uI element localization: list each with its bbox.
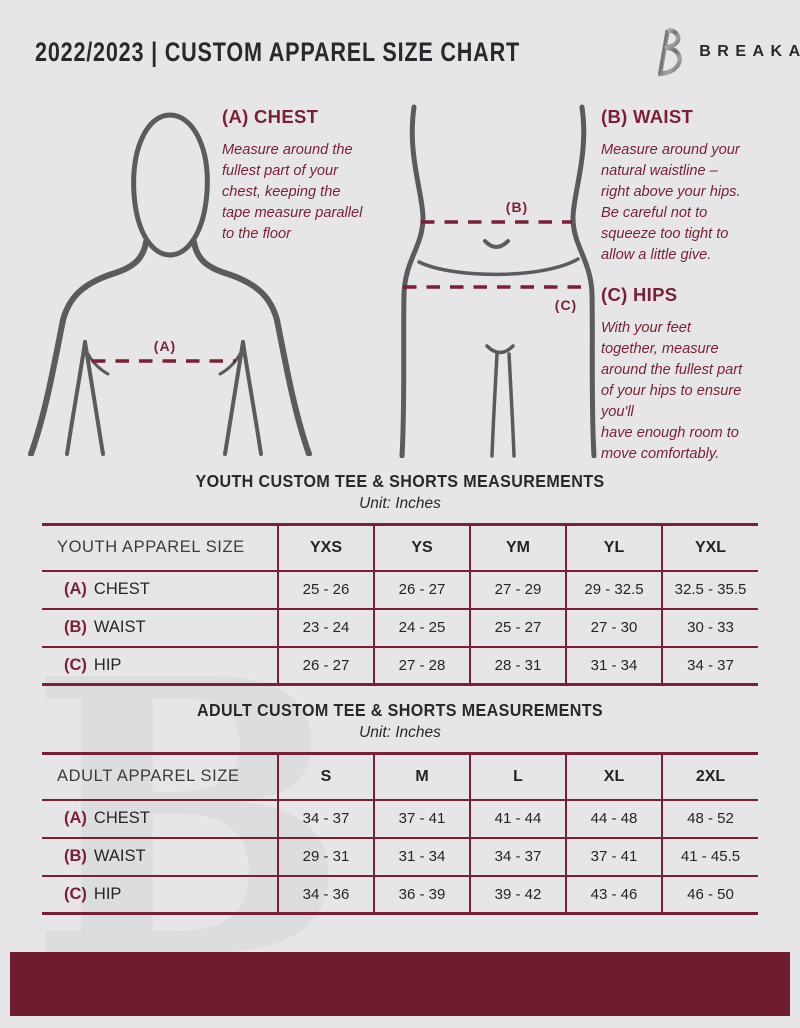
waist-guide-heading: (B) WAIST	[601, 106, 694, 127]
cell: 48 - 52	[661, 798, 758, 838]
column-header: YL	[565, 524, 662, 571]
adult-table-title: ADULT CUSTOM TEE & SHORTS MEASUREMENTS	[196, 700, 604, 720]
row-label: HIP	[93, 655, 122, 674]
row-header: (C) HIP	[42, 645, 278, 685]
youth-table-title: YOUTH CUSTOM TEE & SHORTS MEASUREMENTS	[195, 471, 605, 491]
column-header: 2XL	[661, 753, 758, 800]
row-header: (A) CHEST	[42, 569, 278, 609]
chest-guide-heading: (A) CHEST	[222, 106, 319, 127]
column-header: ADULT APPAREL SIZE	[57, 767, 240, 786]
cell: 34 - 37	[469, 836, 566, 876]
row-header: (B) WAIST	[42, 836, 278, 876]
cell: 25 - 26	[277, 569, 374, 609]
column-header: YM	[469, 524, 566, 571]
cell: 36 - 39	[373, 874, 470, 914]
row-label: WAIST	[93, 847, 146, 865]
column-header: YOUTH APPAREL SIZE	[57, 538, 245, 557]
adult-header-row: ADULT APPAREL SIZE S M L XL 2XL	[42, 753, 758, 800]
cell: 27 - 28	[373, 645, 470, 685]
cell: 25 - 27	[469, 607, 566, 647]
cell: 34 - 37	[661, 645, 758, 685]
lower-body-diagram: (B) (C)	[399, 104, 597, 458]
cell: 37 - 41	[373, 798, 470, 838]
footer-bar	[10, 952, 790, 1016]
column-header: XL	[565, 753, 662, 800]
youth-table-unit: Unit: Inches	[359, 495, 441, 512]
table-row: (A) CHEST 25 - 26 26 - 27 27 - 29 29 - 32…	[42, 569, 758, 609]
adult-section: ADULT CUSTOM TEE & SHORTS MEASUREMENTS U…	[42, 700, 758, 915]
youth-header-row: YOUTH APPAREL SIZE YXS YS YM YL YXL	[42, 524, 758, 571]
brand-lockup: BREAKAWAY	[641, 26, 800, 78]
waist-marker-label: (B)	[506, 199, 528, 215]
cell: 44 - 48	[565, 798, 662, 838]
hips-guide: (C) HIPS With your feet together, measur…	[601, 284, 799, 465]
breakaway-b-logo-icon	[644, 27, 682, 77]
cell: 41 - 44	[469, 798, 566, 838]
row-header: (A) CHEST	[42, 798, 278, 838]
page-header: 2022/2023 | CUSTOM APPAREL SIZE CHART	[35, 26, 800, 78]
column-header: YS	[373, 524, 470, 571]
table-row: (B) WAIST 23 - 24 24 - 25 25 - 27 27 - 30…	[42, 607, 758, 647]
cell: 28 - 31	[469, 645, 566, 685]
cell: 24 - 25	[373, 607, 470, 647]
cell: 34 - 36	[277, 874, 374, 914]
cell: 26 - 27	[277, 645, 374, 685]
cell: 23 - 24	[277, 607, 374, 647]
waist-guide-text: Measure around your natural waistline – …	[601, 142, 741, 263]
table-row: (A) CHEST 34 - 37 37 - 41 41 - 44 44 - 48…	[42, 798, 758, 838]
table-row: (B) WAIST 29 - 31 31 - 34 34 - 37 37 - 41…	[42, 836, 758, 876]
table-row: (C) HIP 34 - 36 36 - 39 39 - 42 43 - 46 4…	[42, 874, 758, 914]
table-row: (C) HIP 26 - 27 27 - 28 28 - 31 31 - 34 3…	[42, 645, 758, 685]
row-header: (C) HIP	[42, 874, 278, 914]
row-header: (B) WAIST	[42, 607, 278, 647]
cell: 29 - 32.5	[565, 569, 662, 609]
upper-body-diagram: (A)	[28, 112, 312, 456]
waist-guide: (B) WAIST Measure around your natural wa…	[601, 106, 793, 266]
cell: 41 - 45.5	[661, 836, 758, 876]
row-key: (A)	[64, 580, 87, 598]
youth-size-table: YOUTH APPAREL SIZE YXS YS YM YL YXL (A) C…	[42, 523, 758, 686]
cell: 43 - 46	[565, 874, 662, 914]
row-label: CHEST	[93, 580, 150, 598]
row-key: (C)	[64, 884, 87, 903]
column-header: L	[469, 753, 566, 800]
chest-marker-label: (A)	[154, 338, 176, 354]
chest-guide-text: Measure around the fullest part of your …	[222, 142, 363, 242]
row-key: (A)	[64, 809, 87, 827]
cell: 27 - 30	[565, 607, 662, 647]
cell: 31 - 34	[373, 836, 470, 876]
cell: 46 - 50	[661, 874, 758, 914]
hips-guide-heading: (C) HIPS	[601, 284, 678, 305]
row-key: (B)	[64, 618, 87, 636]
cell: 34 - 37	[277, 798, 374, 838]
row-label: WAIST	[93, 618, 146, 636]
column-header: S	[277, 753, 374, 800]
adult-size-table: ADULT APPAREL SIZE S M L XL 2XL (A) CHEST…	[42, 752, 758, 915]
row-key: (B)	[64, 847, 87, 865]
column-header: YXS	[277, 524, 374, 571]
chest-guide: (A) CHEST Measure around the fullest par…	[222, 106, 407, 245]
youth-section: YOUTH CUSTOM TEE & SHORTS MEASUREMENTS U…	[42, 471, 758, 686]
column-header: M	[373, 753, 470, 800]
cell: 39 - 42	[469, 874, 566, 914]
brand-name: BREAKAWAY	[699, 43, 800, 60]
cell: 30 - 33	[661, 607, 758, 647]
cell: 26 - 27	[373, 569, 470, 609]
column-header: YXL	[661, 524, 758, 571]
cell: 31 - 34	[565, 645, 662, 685]
page-title: 2022/2023 | CUSTOM APPAREL SIZE CHART	[35, 36, 520, 67]
cell: 32.5 - 35.5	[661, 569, 758, 609]
row-key: (C)	[64, 655, 87, 674]
cell: 29 - 31	[277, 836, 374, 876]
cell: 37 - 41	[565, 836, 662, 876]
adult-table-unit: Unit: Inches	[359, 724, 441, 741]
cell: 27 - 29	[469, 569, 566, 609]
hip-marker-label: (C)	[555, 297, 577, 313]
hips-guide-text: With your feet together, measure around …	[601, 320, 743, 462]
row-label: CHEST	[93, 809, 150, 827]
row-label: HIP	[93, 884, 122, 903]
